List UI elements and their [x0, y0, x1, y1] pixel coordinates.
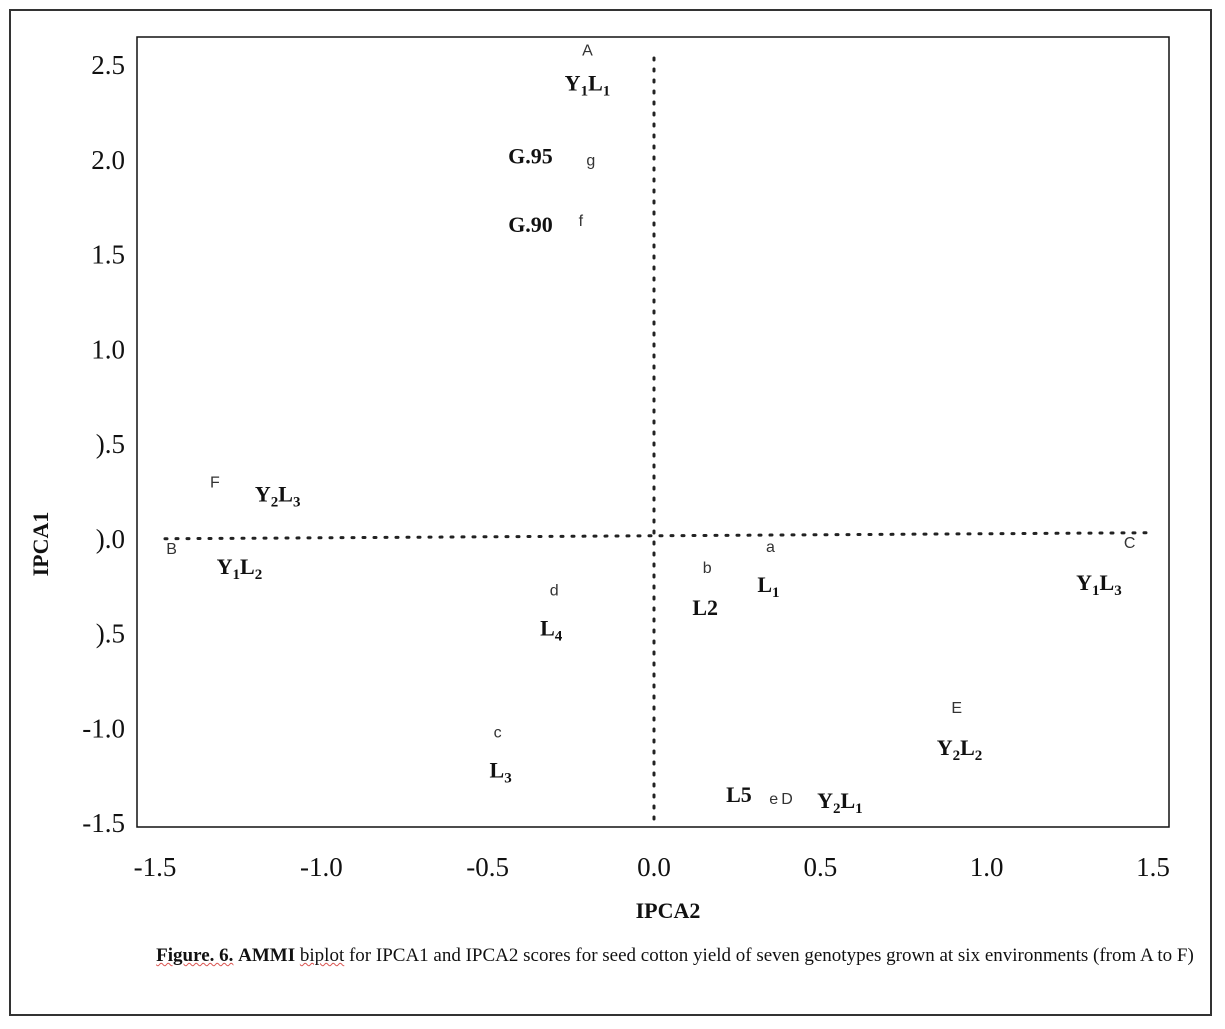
y-tick-label: ).0: [96, 524, 125, 554]
y-tick-label: -1.5: [82, 808, 125, 838]
y-tick-label: ).5: [96, 429, 125, 459]
genotype-point-c: c: [494, 725, 502, 742]
x-axis-title: IPCA2: [636, 898, 701, 923]
environment-point-E: E: [951, 700, 962, 717]
y-tick-label: 1.5: [91, 240, 125, 270]
horizontal-reference-line: [163, 531, 1150, 541]
caption-text: for IPCA1 and IPCA2 scores for seed cott…: [348, 945, 1194, 966]
y-axis-title: IPCA1: [28, 512, 53, 577]
environment-label-A: Y1L1: [565, 71, 611, 100]
genotype-point-g: g: [586, 152, 595, 169]
y-tick-label: 1.0: [91, 334, 125, 364]
x-tick-label: 0.0: [637, 852, 671, 882]
environment-label-E: Y2L2: [937, 735, 983, 764]
caption-biplot-word: biplot: [299, 945, 345, 966]
y-tick-label: 2.5: [91, 50, 125, 80]
genotype-label-f: G.90: [508, 212, 553, 237]
x-tick-label: 0.5: [803, 852, 837, 882]
genotype-label-g: G.95: [508, 143, 553, 168]
environment-label-D: Y2L1: [817, 788, 863, 817]
x-tick-label: -1.5: [134, 852, 177, 882]
environment-point-B: B: [166, 541, 177, 558]
x-tick-label: 1.0: [970, 852, 1004, 882]
environment-label-B: Y1L2: [217, 554, 263, 583]
genotype-label-d: L4: [540, 616, 563, 645]
y-tick-label: -1.0: [82, 713, 125, 743]
plot-area: [136, 36, 1170, 828]
genotype-point-d: d: [550, 583, 559, 600]
x-tick-label: -0.5: [466, 852, 509, 882]
x-tick-label: -1.0: [300, 852, 343, 882]
caption-figure-label: Figure. 6.: [156, 945, 234, 966]
x-tick-label: 1.5: [1136, 852, 1170, 882]
environment-point-A: A: [582, 43, 593, 60]
y-tick-label: ).5: [96, 619, 125, 649]
genotype-point-f: f: [579, 213, 584, 230]
genotype-label-b: L2: [692, 595, 718, 620]
genotype-point-a: a: [766, 539, 775, 556]
environment-label-F: Y2L3: [255, 482, 301, 511]
environment-point-F: F: [210, 475, 220, 492]
genotype-point-b: b: [703, 560, 712, 577]
figure-caption: Figure. 6. AMMI biplot for IPCA1 and IPC…: [150, 944, 1200, 968]
y-tick-label: 2.0: [91, 145, 125, 175]
environment-label-C: Y1L3: [1076, 570, 1122, 599]
genotype-point-e: e: [769, 791, 778, 808]
environment-point-C: C: [1124, 535, 1136, 552]
genotype-label-e: L5: [726, 782, 752, 807]
caption-ammi: AMMI: [238, 945, 296, 966]
environment-point-D: D: [781, 791, 793, 808]
figure-frame: [9, 9, 1212, 1016]
genotype-label-c: L3: [490, 758, 512, 787]
genotype-label-a: L1: [757, 572, 779, 601]
